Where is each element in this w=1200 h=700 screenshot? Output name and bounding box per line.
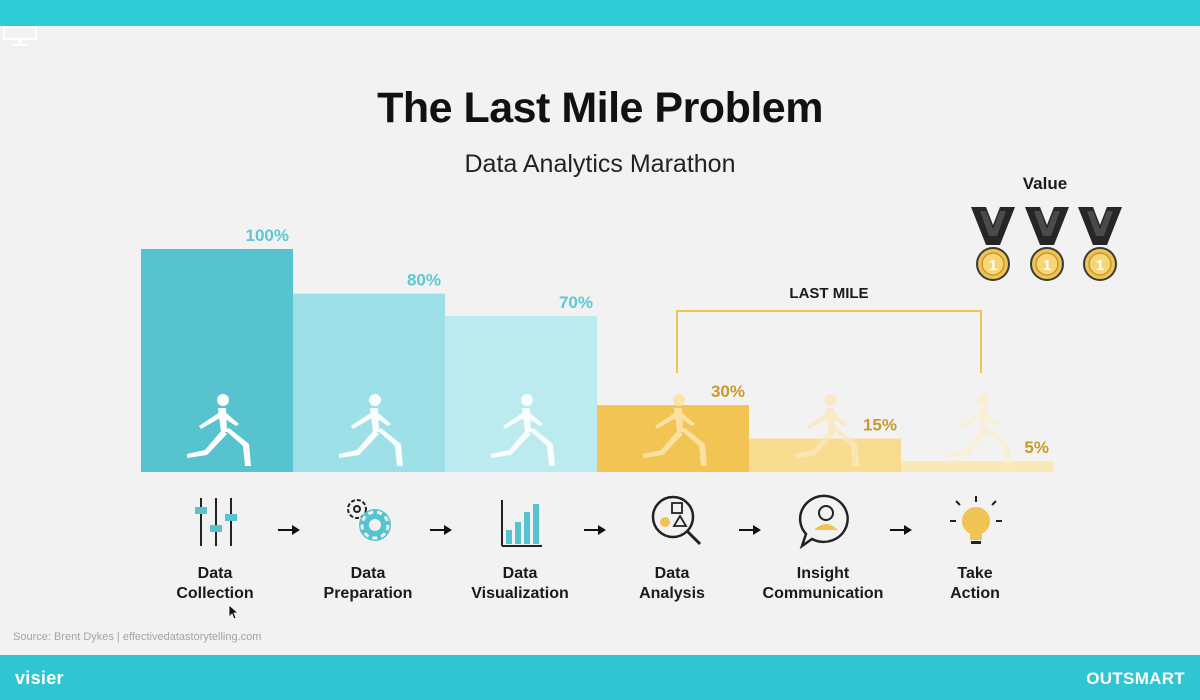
last-mile-label: LAST MILE	[789, 285, 869, 302]
bottom-bar	[0, 655, 1200, 700]
bar	[901, 460, 1053, 472]
bar	[293, 293, 445, 472]
mouse-cursor-icon	[228, 604, 240, 620]
magnifier-shapes-icon	[646, 492, 706, 552]
svg-text:1: 1	[989, 257, 997, 274]
bar-chart-icon	[490, 492, 550, 552]
runner-icon	[339, 394, 403, 466]
last-mile-bracket	[676, 310, 982, 373]
value-label: Value	[1022, 174, 1068, 193]
arrow-right-icon	[739, 525, 761, 535]
arrow-right-icon	[430, 525, 452, 535]
page-title: The Last Mile Problem	[377, 84, 823, 132]
runner-icon	[643, 394, 707, 466]
visier-logo: visier	[15, 668, 64, 688]
runner-icon	[947, 394, 1011, 466]
data-label: 30%	[711, 382, 745, 401]
step-label: Data Collection	[176, 565, 254, 602]
data-label: 80%	[407, 271, 441, 290]
data-label: 100%	[246, 226, 289, 245]
monitor-icon	[3, 26, 37, 46]
data-label: 15%	[863, 416, 897, 435]
bar	[141, 249, 293, 472]
gold-medal-icon: 1	[1077, 205, 1123, 283]
svg-text:1: 1	[1043, 257, 1051, 274]
source-credit: Source: Brent Dykes | effectivedatastory…	[13, 631, 262, 643]
page-subtitle: Data Analytics Marathon	[464, 150, 736, 178]
step-label: Data Visualization	[471, 565, 569, 602]
step-label: Data Preparation	[323, 565, 413, 602]
gold-medal-icon: 1	[1024, 205, 1070, 283]
speech-person-icon	[796, 492, 856, 552]
outsmart-logo: OUTSMART	[1086, 669, 1185, 688]
arrow-right-icon	[584, 525, 606, 535]
lightbulb-icon	[946, 492, 1006, 552]
step-label: Insight Communication	[762, 565, 884, 602]
arrow-right-icon	[278, 525, 300, 535]
runner-icon	[491, 394, 555, 466]
arrow-right-icon	[890, 525, 912, 535]
top-bar	[0, 0, 1200, 26]
data-label: 5%	[1024, 438, 1049, 457]
sliders-icon	[186, 492, 246, 552]
bar	[445, 315, 597, 472]
data-label: 70%	[559, 293, 593, 312]
svg-text:1: 1	[1096, 257, 1104, 274]
runner-icon	[187, 394, 251, 466]
step-label: Data Analysis	[639, 565, 705, 602]
runner-icon	[795, 394, 859, 466]
step-label: Take Action	[950, 565, 1000, 602]
gold-medal-icon: 1	[970, 205, 1016, 283]
gears-icon	[340, 492, 400, 552]
